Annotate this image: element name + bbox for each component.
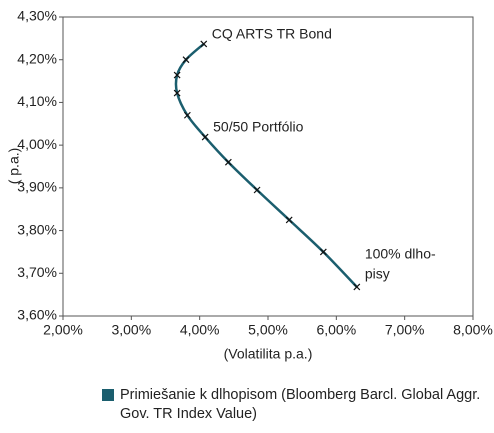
series-line	[174, 42, 358, 288]
point-marker	[173, 89, 181, 97]
point-marker	[253, 186, 261, 194]
annotation: 100% dlho-	[365, 246, 436, 262]
x-tick-label: 5,00%	[248, 322, 288, 338]
x-tick-label: 7,00%	[385, 322, 425, 338]
annotation: pisy	[365, 266, 390, 282]
y-axis-label: ( p.a.)	[6, 148, 22, 185]
x-tick-label: 3,00%	[111, 322, 151, 338]
point-marker	[200, 40, 208, 48]
y-tick-label: 4,20%	[17, 50, 57, 66]
x-tick-label: 8,00%	[453, 322, 493, 338]
annotation: 50/50 Portfólio	[213, 119, 303, 135]
point-marker	[224, 158, 232, 166]
y-tick-label: 3,90%	[17, 179, 57, 195]
plot-frame	[62, 16, 474, 317]
legend-swatch	[102, 389, 114, 401]
y-tick-label: 4,10%	[17, 93, 57, 109]
x-axis-label: (Volatilita p.a.)	[224, 346, 313, 362]
point-marker	[183, 111, 191, 119]
y-tick-label: 3,60%	[17, 307, 57, 323]
x-tick-label: 2,00%	[43, 322, 83, 338]
chart: (Volatilita p.a.) ( p.a.) 2,00% 3,00% 4,00…	[6, 8, 493, 362]
y-tick-label: 3,70%	[17, 264, 57, 280]
point-marker	[319, 248, 327, 256]
point-marker	[353, 283, 361, 291]
legend-label: Primiešanie k dlhopisom (Bloomberg Barcl…	[120, 387, 481, 422]
y-tick-label: 4,00%	[17, 136, 57, 152]
y-tick-label: 3,80%	[17, 221, 57, 237]
point-marker	[201, 133, 209, 141]
annotation: CQ ARTS TR Bond	[212, 26, 332, 42]
point-marker	[182, 56, 190, 64]
x-tick-label: 4,00%	[180, 322, 220, 338]
y-tick-label: 4,30%	[17, 8, 57, 24]
x-tick-label: 6,00%	[316, 322, 356, 338]
point-marker	[285, 216, 293, 224]
point-marker	[173, 71, 181, 79]
legend: Primiešanie k dlhopisom (Bloomberg Barcl…	[102, 386, 482, 424]
